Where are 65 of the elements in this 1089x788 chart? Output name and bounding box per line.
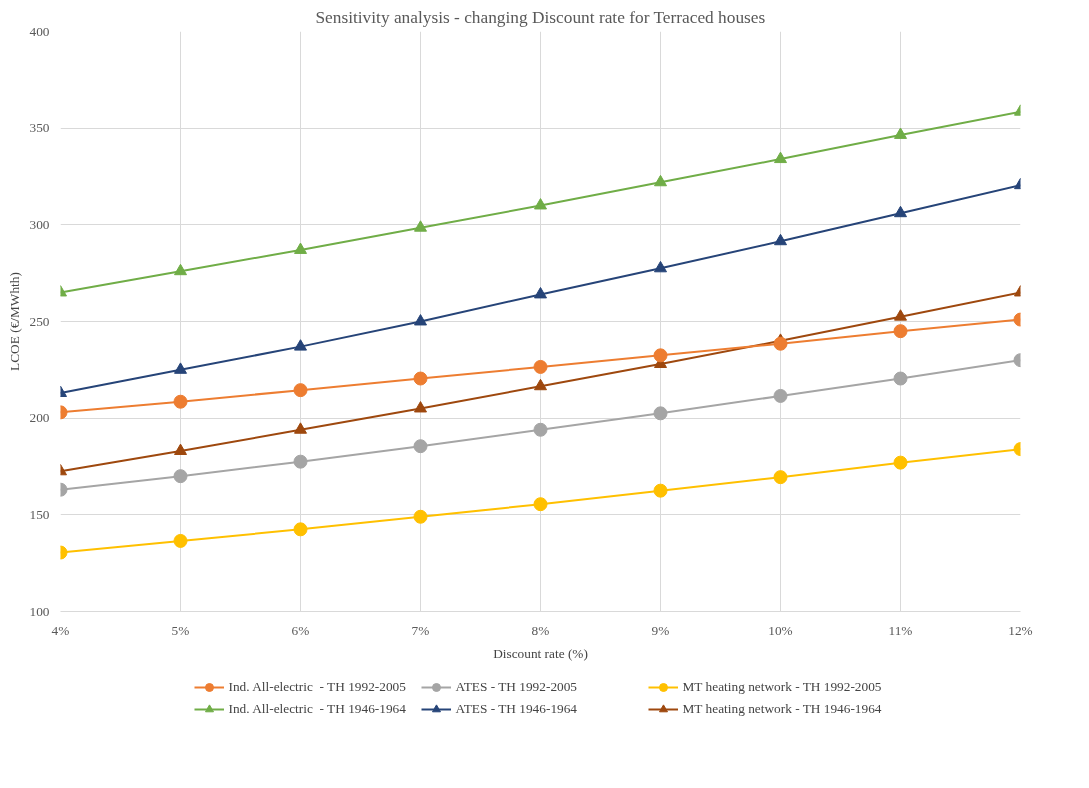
point [413,509,428,524]
y-tick-label: 100 [29,603,50,619]
y-tick-label: 300 [29,216,50,232]
point [534,287,547,299]
x-tick-label: 10% [768,622,793,638]
point [773,470,788,485]
point [774,151,787,164]
point [893,324,908,339]
point [293,383,308,398]
point [773,388,788,403]
point [294,422,307,434]
x-tick-label: 5% [171,622,190,638]
x-tick-label: 7% [411,622,430,638]
point [413,371,428,386]
point [533,497,548,512]
point [894,309,907,321]
point [294,339,307,351]
point [894,205,907,218]
y-tick-label: 250 [29,313,50,329]
point [414,220,427,232]
x-tick-label: 6% [291,622,310,638]
point [534,198,547,210]
x-tick-label: 11% [888,622,913,638]
point [174,443,187,455]
chart-title: Sensitivity analysis - changing Discount rate for Terraced houses [315,7,766,27]
point [894,127,907,139]
legend-label: MT heating network - TH 1992-2005 [682,679,882,695]
point [294,242,307,254]
point [533,422,548,437]
x-tick-label: 4% [51,622,70,638]
y-tick-label: 400 [29,23,50,39]
point [173,533,188,548]
point [654,174,667,187]
point [654,260,667,273]
point [413,439,428,454]
x-tick-label: 12% [1008,622,1033,638]
point [533,359,548,374]
point [653,406,668,421]
legend-label: Ind. All-electric - TH 1946-1964 [228,701,407,717]
y-tick-label: 150 [29,506,50,522]
point [774,233,787,246]
point [173,394,188,409]
point [293,454,308,469]
legend-label: MT heating network - TH 1946-1964 [682,701,882,717]
point [773,336,788,351]
point [174,362,187,374]
point [653,483,668,498]
point [653,348,668,363]
point [414,314,427,326]
point [174,263,187,276]
legend-label: ATES - TH 1992-2005 [455,679,579,695]
point [173,469,188,484]
y-tick-label: 200 [29,410,50,426]
point [893,371,908,386]
legend-label: ATES - TH 1946-1964 [455,701,579,717]
y-axis-title: LCOE (€/MWhth) [6,272,22,371]
point [414,401,427,413]
point [893,455,908,470]
legend-label: Ind. All-electric - TH 1992-2005 [228,679,407,695]
y-tick-label: 350 [29,120,50,136]
point [293,522,308,537]
x-axis-title: Discount rate (%) [493,645,588,661]
x-tick-label: 8% [531,622,550,638]
x-tick-label: 9% [651,622,670,638]
point [534,378,547,391]
